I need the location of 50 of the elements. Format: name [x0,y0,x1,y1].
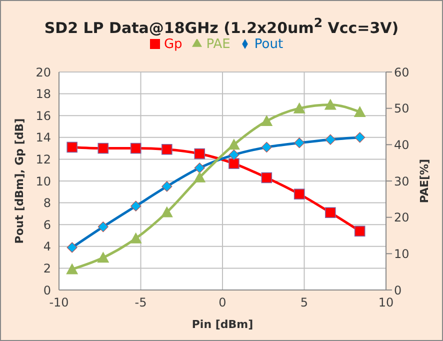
point [66,263,78,274]
point [130,142,142,154]
y2-tick-label: 60 [394,65,410,80]
point [260,115,273,126]
x-tick-label: 5 [300,296,308,310]
legend-label: Gp [164,37,182,52]
x-axis-title: Pin [dBm] [192,318,254,331]
y2-tick-label: 20 [394,210,410,225]
y2-tick-label: 30 [394,174,410,188]
point [160,206,173,218]
y-axis-title: Pout [dBm], Gp [dB] [12,118,26,244]
point [294,188,305,200]
point [354,106,366,117]
point [325,207,336,218]
point [98,142,109,154]
y-tick-label: 14 [36,130,51,145]
point [130,232,142,244]
point [162,144,172,155]
y-tick-label: 4 [43,240,51,254]
legend-label: PAE [206,37,230,52]
point [97,252,110,263]
legend-label: Pout [254,37,284,52]
point [261,172,272,184]
y-tick-label: 16 [36,108,51,123]
x-tick-label: 0 [218,296,226,310]
y-tick-label: 12 [36,152,51,166]
y-tick-label: 2 [43,261,51,276]
point [228,138,240,150]
x-tick-label: 10 [378,296,394,310]
point [354,226,366,237]
y2-tick-label: 40 [394,138,410,152]
point [228,158,240,169]
y-tick-label: 18 [36,87,51,102]
y2-tick-label: 0 [394,283,402,298]
point [324,98,336,110]
y-tick-label: 10 [36,174,51,188]
y2-tick-label: 50 [394,102,410,116]
y2-tick-label: 10 [394,246,410,261]
point [194,148,206,160]
point [66,142,78,153]
point [293,102,306,114]
chart-title: SD2 LP Data@18GHz (1.2x20um$^{2}$ Vcc=3V) [43,15,400,37]
y-tick-label: 6 [43,218,51,232]
point [194,171,206,182]
x-tick-label: -10 [49,296,69,310]
y-tick-label: 20 [36,65,51,80]
x-tick-label: -5 [134,296,147,310]
y-tick-label: 8 [43,196,51,210]
y2-axis-title: PAE[%] [418,158,431,204]
y-tick-label: 0 [43,283,51,298]
